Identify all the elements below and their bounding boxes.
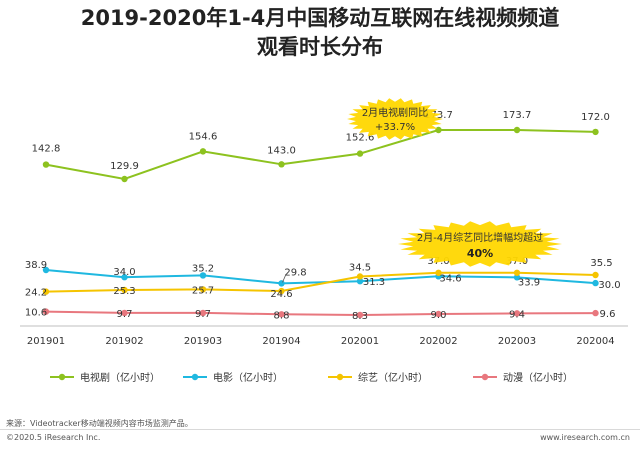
data-point — [513, 310, 521, 317]
label-leader-line — [282, 273, 288, 283]
data-label: 34.0 — [113, 267, 135, 278]
series-line — [45, 129, 596, 181]
data-point — [278, 161, 285, 168]
data-point — [435, 310, 442, 318]
x-tick-label: 202004 — [576, 336, 614, 347]
data-point — [592, 279, 599, 287]
annotation-burst — [398, 221, 562, 267]
series-line — [45, 271, 596, 293]
data-point — [435, 126, 442, 134]
legend-label: 电影（亿小时） — [213, 371, 283, 384]
data-label: 129.9 — [110, 161, 139, 172]
data-point — [199, 148, 207, 155]
data-label: 172.0 — [581, 112, 610, 123]
data-point — [121, 175, 128, 183]
legend-label: 综艺（亿小时） — [358, 371, 428, 384]
series-line — [45, 310, 596, 317]
data-point — [121, 274, 128, 281]
title-line-2: 观看时长分布 — [257, 35, 383, 59]
x-tick-label: 202003 — [498, 336, 536, 347]
data-label: 173.7 — [503, 110, 532, 121]
data-point — [356, 311, 364, 319]
x-tick-label: 201902 — [105, 336, 143, 347]
legend-label: 动漫（亿小时） — [503, 371, 573, 384]
title-line-1: 2019-2020年1-4月中国移动互联网在线视频频道 — [80, 6, 560, 30]
data-point — [121, 286, 128, 294]
data-label: 142.8 — [32, 144, 61, 155]
data-point — [42, 308, 50, 315]
data-label: 9.4 — [509, 309, 525, 320]
data-point — [513, 269, 521, 276]
data-point — [592, 309, 599, 317]
annotation-text: 40% — [467, 247, 493, 260]
annotation-text: 2月-4月综艺同比增幅均超过 — [417, 231, 543, 244]
series-line — [45, 269, 596, 285]
data-point — [199, 309, 207, 317]
data-label: 9.7 — [117, 309, 133, 320]
data-label: 8.8 — [274, 310, 290, 321]
annotation-burst — [347, 98, 443, 140]
data-label: 29.8 — [284, 267, 306, 278]
data-label: 154.6 — [189, 131, 218, 142]
data-point — [199, 272, 207, 279]
data-label: 38.9 — [25, 260, 47, 271]
x-tick-label: 202001 — [341, 336, 379, 347]
data-point — [513, 126, 521, 134]
data-label: 152.6 — [346, 133, 375, 144]
data-point — [278, 311, 285, 318]
data-label: 30.0 — [598, 280, 620, 291]
data-point — [356, 277, 364, 285]
data-label: 24.2 — [25, 288, 47, 299]
data-point — [592, 128, 599, 136]
x-tick-label: 201903 — [184, 336, 222, 347]
data-label: 25.7 — [192, 285, 214, 296]
data-point — [199, 286, 207, 293]
legend-swatch-marker — [58, 373, 66, 381]
data-label: 31.3 — [363, 277, 385, 288]
data-label: 34.5 — [349, 262, 371, 273]
data-label: 35.5 — [590, 258, 612, 269]
legend-swatch-marker — [481, 373, 489, 381]
data-point — [278, 287, 285, 295]
data-point — [592, 271, 599, 279]
data-label: 9.0 — [431, 310, 447, 321]
data-label: 9.7 — [195, 309, 211, 320]
data-label: 9.6 — [600, 309, 616, 320]
data-label: 34.6 — [439, 273, 461, 284]
annotation-text: +33.7% — [375, 122, 415, 133]
source-note: 来源：Videotracker移动端视频内容市场监测产品。 — [6, 419, 193, 428]
data-label: 33.9 — [518, 277, 540, 288]
x-tick-label: 201904 — [262, 336, 300, 347]
copyright: ©2020.5 iResearch Inc. — [6, 433, 101, 442]
data-point — [42, 161, 50, 168]
data-point — [121, 309, 128, 317]
data-label: 173.7 — [424, 110, 453, 121]
footer-divider — [0, 429, 640, 430]
data-label: 10.6 — [25, 308, 47, 319]
legend-swatch-marker — [336, 373, 344, 381]
x-tick-label: 202002 — [419, 336, 457, 347]
data-point — [278, 280, 285, 287]
legend-label: 电视剧（亿小时） — [80, 371, 160, 384]
data-point — [435, 269, 442, 276]
chart-title: 2019-2020年1-4月中国移动互联网在线视频频道 观看时长分布 — [0, 4, 640, 62]
legend-swatch-marker — [191, 373, 199, 381]
x-tick-label: 201901 — [27, 336, 65, 347]
data-label: 24.6 — [270, 289, 292, 300]
data-point — [42, 266, 50, 274]
data-label: 143.0 — [267, 145, 296, 156]
data-point — [356, 273, 364, 280]
data-label: 25.3 — [113, 286, 135, 297]
website-link[interactable]: www.iresearch.com.cn — [540, 433, 630, 442]
data-label: 8.3 — [352, 311, 368, 322]
data-point — [42, 288, 50, 295]
annotation-text: 2月电视剧同比 — [362, 106, 428, 119]
data-point — [356, 150, 364, 157]
data-point — [513, 274, 521, 281]
data-label: 35.2 — [192, 263, 214, 274]
